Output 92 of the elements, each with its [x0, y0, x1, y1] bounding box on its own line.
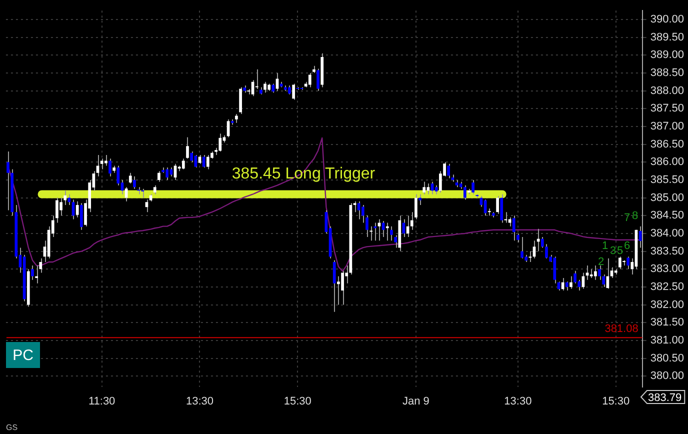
y-tick-label: 385.00	[650, 192, 684, 204]
candlestick	[76, 200, 79, 218]
candlestick	[447, 163, 450, 179]
annotation: PC	[12, 347, 34, 364]
annotation: 3	[610, 245, 616, 258]
candlestick	[190, 150, 194, 163]
candlestick	[570, 276, 572, 290]
text: GS	[6, 423, 18, 432]
candlestick	[586, 265, 589, 280]
candlestick	[31, 265, 34, 280]
candlestick	[80, 202, 83, 230]
y-tick-label: 387.50	[650, 102, 684, 115]
annotation: 7	[624, 212, 630, 224]
candlestick	[504, 212, 508, 224]
candlestick	[422, 181, 426, 195]
candlestick	[500, 194, 504, 224]
candlestick	[390, 226, 393, 242]
y-tick-label: 388.50	[650, 67, 684, 80]
candlestick	[186, 136, 189, 160]
y-tick-label: 380.50	[650, 352, 684, 364]
candlestick	[618, 256, 622, 270]
y-tick-label: 388.00	[650, 84, 684, 97]
candlestick	[528, 250, 532, 262]
candlestick	[316, 68, 320, 92]
candlestick	[545, 244, 548, 259]
candlestick	[124, 186, 128, 202]
candlestick	[341, 270, 344, 306]
candlestick	[594, 265, 597, 280]
annotation: 6	[624, 240, 630, 252]
y-tick-label: 384.50	[650, 210, 684, 222]
annotation: 5	[617, 245, 624, 258]
candlestick	[133, 176, 136, 190]
candlestick	[292, 83, 295, 100]
y-tick-label: 382.50	[650, 280, 684, 293]
candlestick	[158, 170, 160, 182]
y-tick-label: 389.50	[650, 31, 684, 44]
candlestick	[182, 158, 185, 170]
x-tick-label: 15:30	[602, 395, 630, 408]
candlestick	[520, 236, 524, 259]
candlestick	[60, 197, 62, 216]
candlestick	[357, 200, 360, 220]
text: 383.79	[648, 392, 682, 404]
candlestick	[6, 150, 10, 211]
candlestick	[308, 72, 312, 88]
candlestick	[128, 172, 132, 184]
candlestick	[374, 222, 377, 242]
candlestick	[540, 236, 544, 248]
candlestick	[104, 154, 108, 166]
candlestick	[496, 196, 499, 214]
candlestick	[35, 265, 38, 284]
candlestick	[418, 194, 422, 206]
y-tick-label: 382.00	[650, 298, 684, 311]
candlestick	[332, 260, 336, 312]
x-tick-label: 13:30	[504, 395, 532, 408]
candlestick	[337, 276, 340, 306]
x-tick-label: 15:30	[284, 395, 312, 408]
y-tick-label: 386.50	[650, 138, 684, 150]
candlestick	[536, 228, 540, 252]
candlestick	[194, 154, 198, 168]
y-tick-label: 387.00	[650, 120, 684, 133]
annotation: 1	[602, 240, 608, 252]
candlestick	[463, 184, 466, 200]
candlestick	[174, 163, 177, 180]
x-tick-label: Jan 9	[402, 395, 430, 408]
ref-line-label: 385.45 Long Trigger	[232, 166, 376, 183]
y-tick-label: 381.00	[650, 334, 684, 346]
candlestick	[472, 179, 474, 195]
candlestick	[394, 234, 397, 248]
x-tick-label: 13:30	[186, 395, 214, 408]
annotation: 8	[632, 210, 638, 222]
y-tick-label: 380.00	[650, 370, 684, 382]
y-tick-label: 390.00	[650, 14, 684, 26]
y-tick-label: 383.00	[650, 263, 684, 276]
candlestick	[218, 133, 222, 152]
x-tick-label: 11:30	[88, 395, 116, 408]
y-tick-label: 384.00	[650, 228, 684, 240]
candlestick	[386, 222, 389, 242]
candlestick	[264, 81, 266, 94]
candlestick	[512, 215, 516, 242]
candlestick	[239, 86, 242, 115]
candlestick	[108, 158, 112, 177]
annotation: 2	[598, 256, 604, 268]
y-tick-label: 381.50	[650, 316, 684, 329]
y-tick-label: 389.00	[650, 49, 684, 62]
y-tick-label: 386.00	[650, 156, 684, 168]
y-tick-label: 383.50	[650, 245, 684, 258]
candlestick	[598, 265, 601, 280]
candlestick	[206, 154, 210, 170]
y-tick-label: 385.50	[650, 174, 684, 186]
candlestick	[626, 256, 630, 270]
ref-line-label: 381.08	[604, 323, 638, 336]
candlestick	[166, 167, 169, 180]
